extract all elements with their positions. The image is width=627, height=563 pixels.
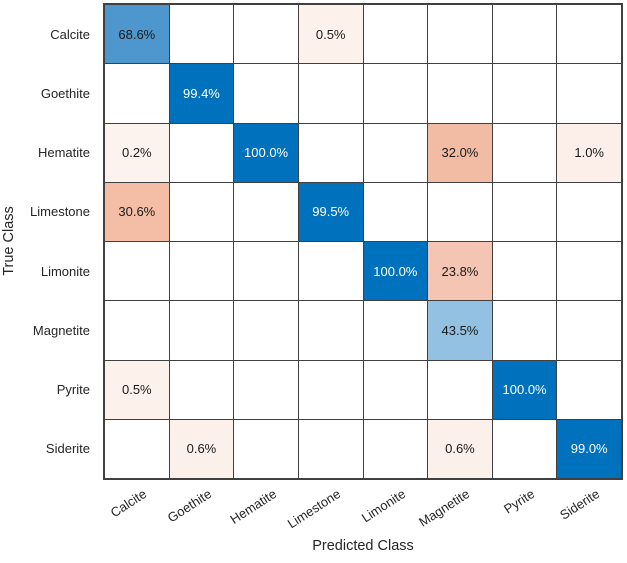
x-axis-title: Predicted Class [312, 538, 414, 554]
matrix-cell-limestone-pyrite [492, 182, 557, 241]
matrix-cell-pyrite-limestone [298, 360, 363, 419]
matrix-cell-limonite-limestone [298, 242, 363, 301]
matrix-cell-limestone-magnetite [428, 182, 492, 241]
matrix-cell-siderite-magnetite: 0.6% [428, 419, 492, 478]
matrix-cell-limonite-hematite [234, 242, 298, 301]
matrix-cell-limonite-pyrite [492, 242, 557, 301]
y-tick-limonite: Limonite [40, 263, 90, 279]
matrix-cell-magnetite-limonite [363, 301, 428, 360]
matrix-cell-hematite-calcite: 0.2% [105, 123, 169, 182]
matrix-cell-limonite-magnetite: 23.8% [428, 242, 492, 301]
matrix-cell-pyrite-pyrite: 100.0% [492, 360, 557, 419]
matrix-cell-siderite-limestone [298, 419, 363, 478]
matrix-cell-goethite-magnetite [428, 64, 492, 123]
matrix-cell-limonite-goethite [169, 242, 234, 301]
matrix-cell-limestone-calcite: 30.6% [105, 182, 169, 241]
matrix-cell-limonite-limonite: 100.0% [363, 242, 428, 301]
matrix-cell-limestone-hematite [234, 182, 298, 241]
matrix-cell-hematite-hematite: 100.0% [234, 123, 298, 182]
matrix-cell-siderite-siderite: 99.0% [557, 419, 621, 478]
y-tick-calcite: Calcite [50, 27, 90, 43]
matrix-cell-pyrite-siderite [557, 360, 621, 419]
matrix-cell-goethite-siderite [557, 64, 621, 123]
x-tick-limonite: Limonite [358, 486, 408, 526]
matrix-cell-limonite-siderite [557, 242, 621, 301]
matrix-cell-hematite-pyrite [492, 123, 557, 182]
matrix-cell-goethite-goethite: 99.4% [169, 64, 234, 123]
matrix-cell-limestone-siderite [557, 182, 621, 241]
y-tick-magnetite: Magnetite [32, 322, 90, 338]
matrix-cell-siderite-hematite [234, 419, 298, 478]
matrix-cell-limestone-goethite [169, 182, 234, 241]
matrix-cell-goethite-pyrite [492, 64, 557, 123]
matrix-cell-magnetite-calcite [105, 301, 169, 360]
matrix-cell-hematite-goethite [169, 123, 234, 182]
y-tick-goethite: Goethite [40, 86, 90, 102]
x-tick-siderite: Siderite [556, 486, 602, 523]
matrix-cell-magnetite-siderite [557, 301, 621, 360]
matrix-cell-hematite-siderite: 1.0% [557, 123, 621, 182]
matrix-cell-calcite-limestone: 0.5% [298, 5, 363, 64]
matrix-cell-hematite-limestone [298, 123, 363, 182]
matrix-cell-calcite-pyrite [492, 5, 557, 64]
matrix-cell-goethite-calcite [105, 64, 169, 123]
y-tick-siderite: Siderite [45, 440, 90, 456]
matrix-cell-siderite-limonite [363, 419, 428, 478]
matrix-cell-goethite-limonite [363, 64, 428, 123]
matrix-cell-hematite-magnetite: 32.0% [428, 123, 492, 182]
matrix-cell-limestone-limestone: 99.5% [298, 182, 363, 241]
x-tick-calcite: Calcite [107, 486, 150, 521]
x-tick-magnetite: Magnetite [416, 486, 473, 530]
matrix-cell-goethite-limestone [298, 64, 363, 123]
matrix-cell-magnetite-hematite [234, 301, 298, 360]
y-tick-pyrite: Pyrite [56, 381, 90, 397]
y-tick-limestone: Limestone [30, 204, 90, 220]
y-tick-labels: Calcite Goethite Hematite Limestone Limonite… [0, 5, 97, 478]
matrix-cell-pyrite-limonite [363, 360, 428, 419]
matrix-cell-magnetite-goethite [169, 301, 234, 360]
matrix-cell-magnetite-magnetite: 43.5% [428, 301, 492, 360]
matrix-cell-magnetite-limestone [298, 301, 363, 360]
x-tick-hematite: Hematite [226, 486, 279, 527]
matrix-cell-limonite-calcite [105, 242, 169, 301]
x-tick-goethite: Goethite [164, 486, 215, 526]
matrix-cell-calcite-limonite [363, 5, 428, 64]
matrix-cell-pyrite-magnetite [428, 360, 492, 419]
matrix-cell-siderite-pyrite [492, 419, 557, 478]
matrix-cell-limestone-limonite [363, 182, 428, 241]
matrix-cell-calcite-hematite [234, 5, 298, 64]
matrix-cell-calcite-goethite [169, 5, 234, 64]
y-tick-hematite: Hematite [37, 145, 90, 161]
matrix-cell-goethite-hematite [234, 64, 298, 123]
matrix-cell-magnetite-pyrite [492, 301, 557, 360]
matrix-cell-calcite-calcite: 68.6% [105, 5, 169, 64]
x-tick-pyrite: Pyrite [501, 486, 538, 517]
matrix-cell-calcite-siderite [557, 5, 621, 64]
matrix-cell-pyrite-hematite [234, 360, 298, 419]
matrix-cell-siderite-goethite: 0.6% [169, 419, 234, 478]
matrix-cell-calcite-magnetite [428, 5, 492, 64]
confusion-grid: 68.6% 0.5% 99.4% 0.2% 100.0% 32.0% 1.0% 30.6% 99… [103, 3, 623, 480]
matrix-cell-pyrite-calcite: 0.5% [105, 360, 169, 419]
matrix-cell-hematite-limonite [363, 123, 428, 182]
x-tick-limestone: Limestone [284, 486, 344, 532]
matrix-cell-siderite-calcite [105, 419, 169, 478]
matrix-cell-pyrite-goethite [169, 360, 234, 419]
